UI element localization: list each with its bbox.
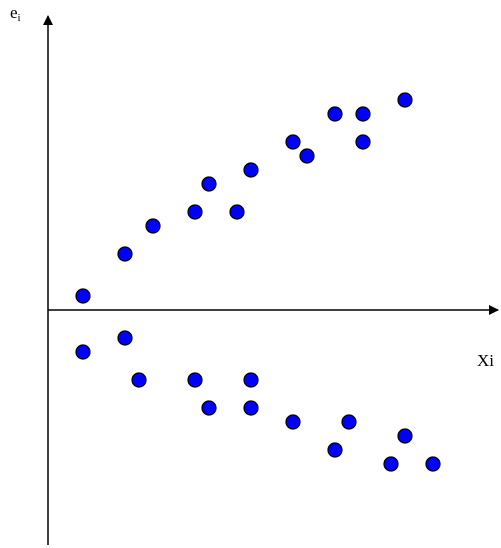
data-point (75, 288, 91, 304)
data-points (75, 92, 441, 472)
data-point (383, 456, 399, 472)
data-point (117, 246, 133, 262)
data-point (243, 162, 259, 178)
data-point (117, 330, 133, 346)
data-point (355, 134, 371, 150)
data-point (145, 218, 161, 234)
y-axis-label: ei (10, 3, 21, 24)
data-point (243, 372, 259, 388)
data-point (201, 400, 217, 416)
data-point (187, 372, 203, 388)
data-point (341, 414, 357, 430)
data-point (285, 414, 301, 430)
data-point (299, 148, 315, 164)
y-axis-label-subscript: i (18, 12, 21, 24)
data-point (327, 106, 343, 122)
data-point (75, 344, 91, 360)
data-point (327, 442, 343, 458)
y-axis-label-main: e (10, 3, 18, 22)
data-point (229, 204, 245, 220)
data-point (201, 176, 217, 192)
data-point (397, 92, 413, 108)
data-point (425, 456, 441, 472)
data-point (285, 134, 301, 150)
data-point (187, 204, 203, 220)
data-point (397, 428, 413, 444)
x-axis-label: Xi (477, 351, 494, 370)
data-point (355, 106, 371, 122)
data-point (243, 400, 259, 416)
data-point (131, 372, 147, 388)
